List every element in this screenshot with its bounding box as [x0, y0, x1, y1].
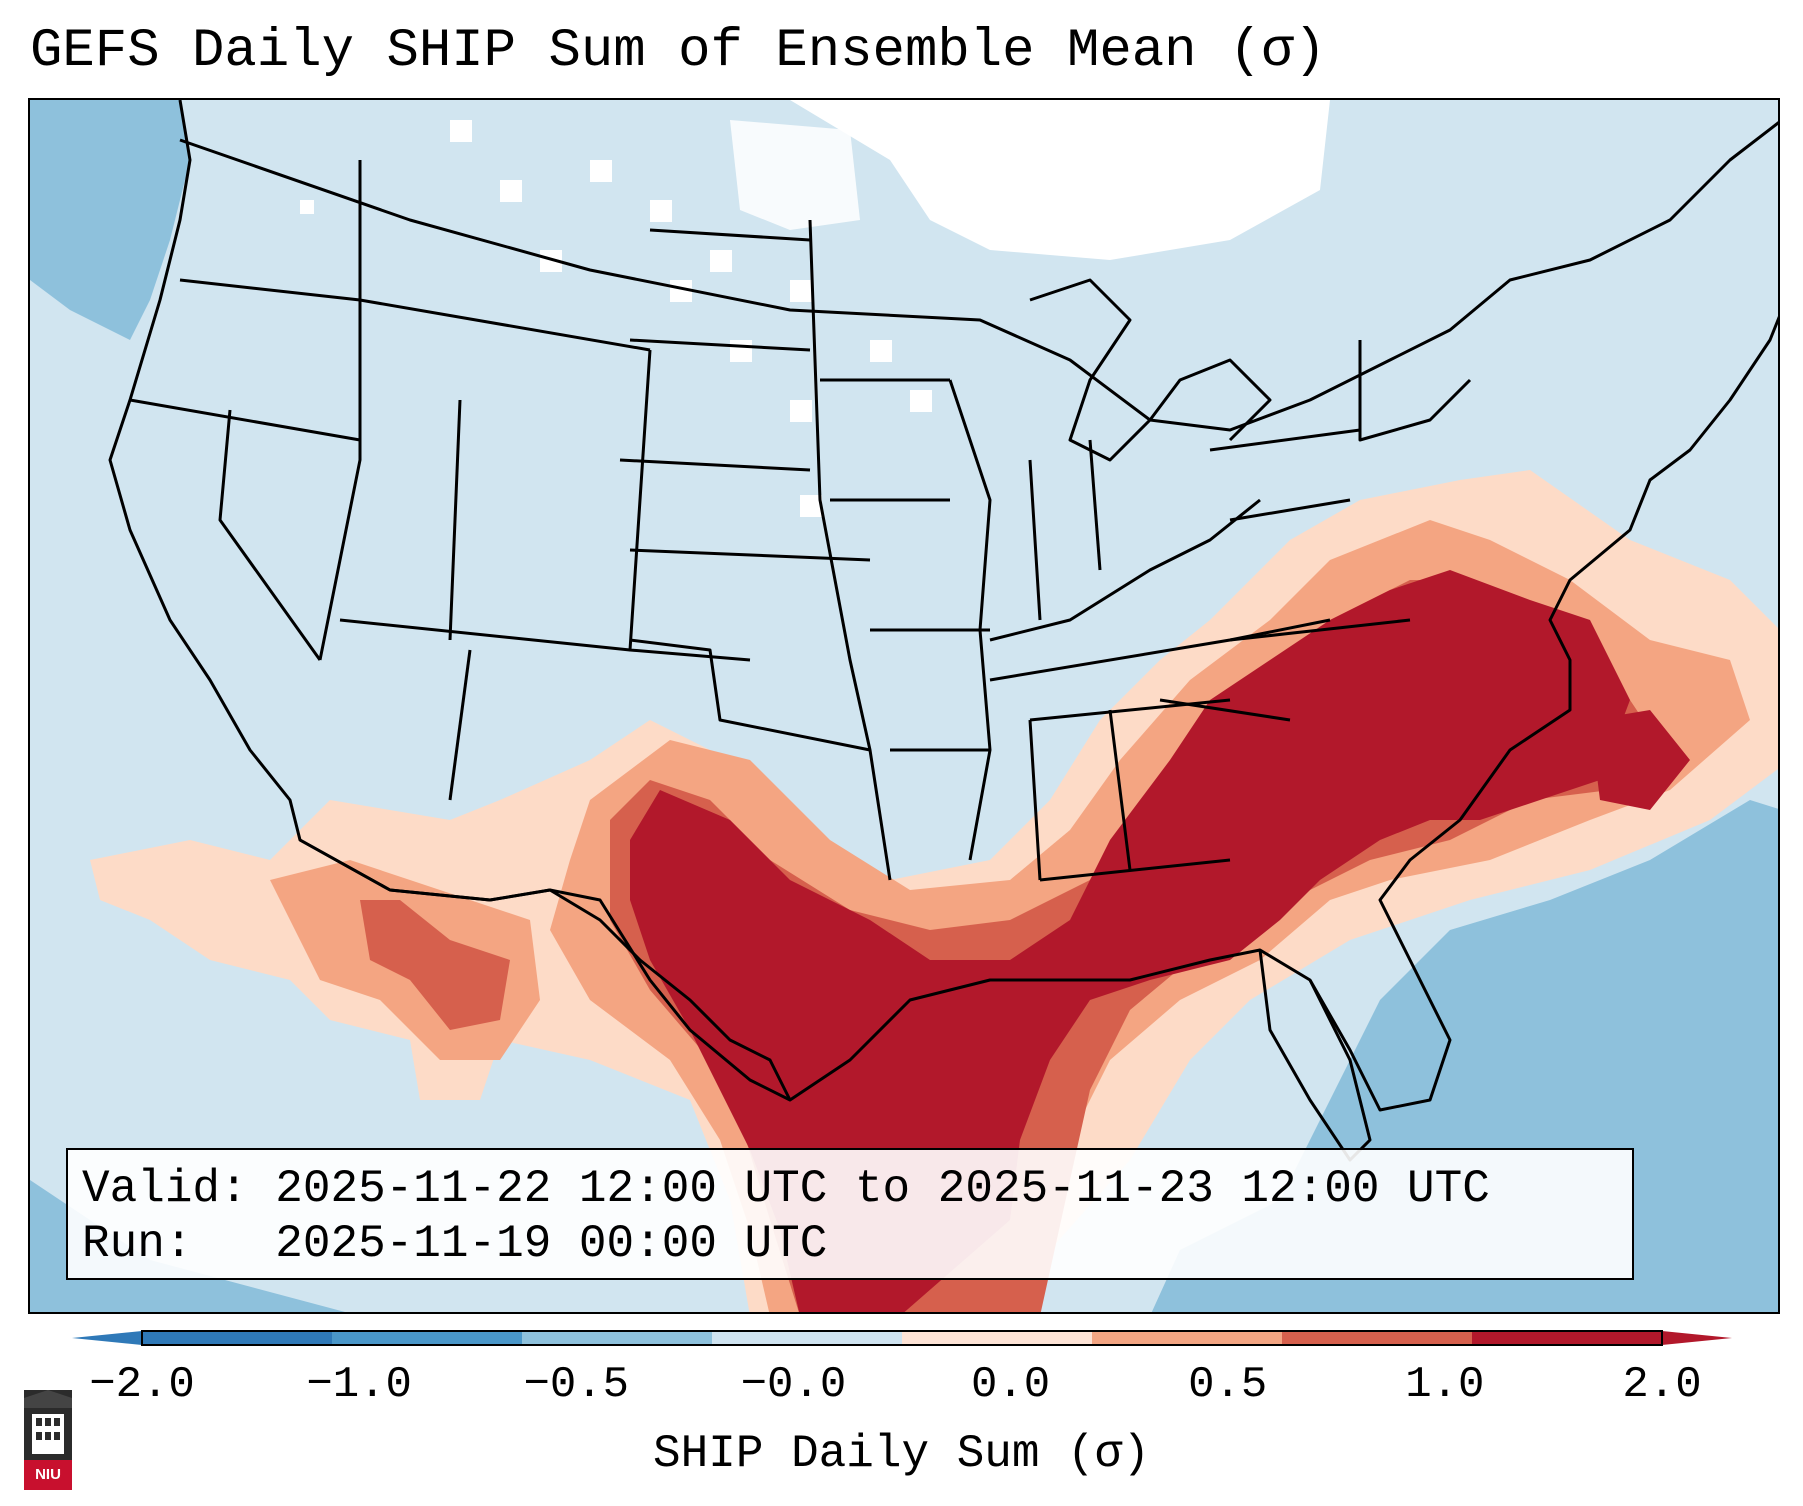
niu-logo	[24, 1390, 72, 1490]
line-plains-east	[808, 219, 892, 881]
colorbar-bin	[332, 1331, 523, 1345]
colorbar-tick-label: 2.0	[1622, 1360, 1702, 1410]
canada-neutral-region	[790, 100, 1330, 260]
plains-neutral-region	[730, 120, 860, 230]
mexico-border	[299, 838, 792, 1101]
colorbar-label: SHIP Daily Sum (σ)	[653, 1428, 1150, 1480]
line-ga-fl	[1039, 858, 1231, 882]
valid-value: 2025-11-22 12:00 UTC to 2025-11-23 12:00…	[275, 1163, 1490, 1215]
line-ok-tx	[629, 638, 871, 752]
line-nc-sc	[1159, 698, 1291, 722]
line-tn-al-ga	[1029, 698, 1231, 722]
line-pa-ny	[1209, 428, 1361, 452]
colorbar-bin	[142, 1331, 333, 1345]
colorbar-tick-label: 0.5	[1188, 1360, 1268, 1410]
line-ut-az	[339, 618, 631, 652]
colorbar-outline	[141, 1330, 1663, 1346]
colorbar-tick-label: −1.0	[306, 1360, 412, 1410]
colorbar-bin	[522, 1331, 713, 1345]
pacific-low-region	[30, 100, 190, 340]
anomaly-extreme-region	[630, 570, 1690, 1312]
line-ut-co	[448, 399, 462, 641]
line-al-ga	[1108, 709, 1132, 871]
colorbar-extend-right	[1662, 1331, 1732, 1345]
valid-run-info-box: Valid: 2025-11-22 12:00 UTC to 2025-11-2…	[66, 1148, 1634, 1280]
colorbar-bin	[902, 1331, 1093, 1345]
colorbar-tick-label: −0.5	[523, 1360, 630, 1410]
line-ne-ks	[619, 458, 811, 472]
line-il-in	[1028, 459, 1042, 621]
line-in-oh	[1088, 439, 1102, 571]
map-panel	[28, 98, 1780, 1314]
colorbar-bin	[712, 1331, 903, 1345]
map-canvas	[30, 100, 1778, 1312]
line-new-england	[1358, 340, 1472, 442]
line-mt-wy	[359, 298, 651, 352]
line-co-nm	[448, 649, 472, 801]
colorbar-tick-label: 0.0	[970, 1360, 1051, 1410]
colorbar	[72, 1330, 1732, 1346]
line-wa-or	[179, 278, 361, 302]
colorbar-bin	[1282, 1331, 1473, 1345]
colorbar-tick-label: −2.0	[89, 1360, 195, 1410]
state-boundaries	[108, 100, 1778, 1162]
line-ca-nv	[218, 409, 322, 661]
line-or-ca	[129, 398, 361, 442]
run-label: Run:	[82, 1218, 193, 1270]
line-great-lakes	[1029, 278, 1272, 462]
line-ms-al	[1028, 719, 1042, 881]
colorbar-bin	[1092, 1331, 1283, 1345]
niu-logo-text: NIU	[35, 1466, 61, 1483]
line-sd-ne	[629, 338, 811, 352]
colorbar-tick-label: 1.0	[1405, 1360, 1485, 1410]
line-pa-md	[1229, 498, 1351, 522]
colorbar-bins	[142, 1331, 1663, 1345]
colorbar-extend-left	[72, 1331, 142, 1345]
run-value: 2025-11-19 00:00 UTC	[275, 1218, 828, 1270]
colorbar-bin	[1472, 1331, 1663, 1345]
canada-border	[179, 121, 1778, 432]
line-id	[318, 160, 362, 661]
line-mississippi	[948, 379, 992, 861]
valid-label: Valid:	[82, 1163, 248, 1215]
line-ohio-river	[989, 498, 1261, 642]
conus-coastline	[108, 100, 1778, 1112]
line-va-nc	[1229, 618, 1411, 642]
chart-title: GEFS Daily SHIP Sum of Ensemble Mean (σ)	[30, 21, 1327, 82]
line-nd-sd	[649, 228, 811, 242]
colorbar-ticks: −2.0 −1.0 −0.5 −0.0 0.0 0.5 1.0 2.0	[0, 1360, 1803, 1420]
colorbar-tick-label: −0.0	[740, 1360, 847, 1410]
